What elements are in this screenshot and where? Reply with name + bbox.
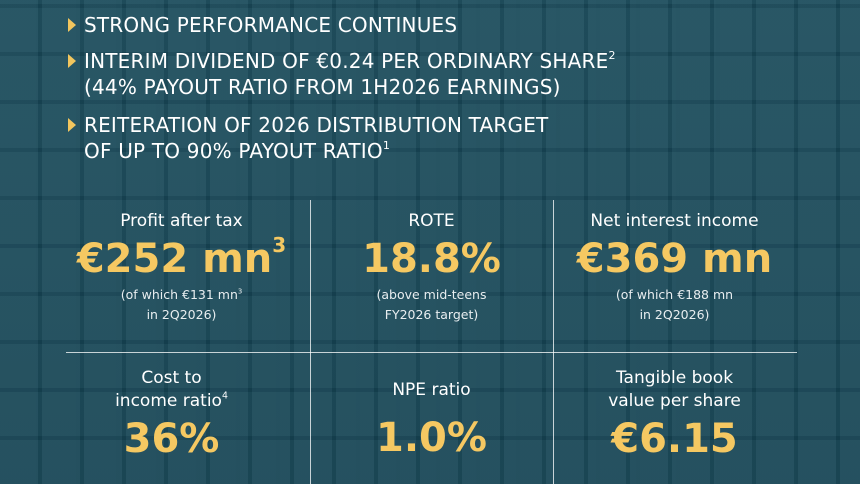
metric-note: (of which €188 mn xyxy=(615,287,734,302)
metric-value: 1.0% xyxy=(376,415,487,461)
text: €252 mn xyxy=(76,236,273,282)
bullet: REITERATION OF 2026 DISTRIBUTION TARGET … xyxy=(68,112,549,164)
footnote: 2 xyxy=(608,49,616,63)
divider xyxy=(310,200,311,484)
footnote: 3 xyxy=(237,287,243,296)
divider xyxy=(553,200,554,484)
footnote: 4 xyxy=(221,390,228,402)
metric-note: in 2Q2026) xyxy=(639,307,710,322)
metric-note: in 2Q2026) xyxy=(146,307,217,322)
metric: Net interest income €369 mn (of which €1… xyxy=(553,210,796,325)
metric: Cost to income ratio4 36% xyxy=(50,367,293,465)
metric: NPE ratio 1.0% xyxy=(310,379,553,464)
bullet-line: REITERATION OF 2026 DISTRIBUTION TARGET xyxy=(84,113,549,137)
text: OF UP TO 90% PAYOUT RATIO xyxy=(84,139,383,163)
metric-note: (of which €131 mn3 xyxy=(60,285,303,305)
metric: Profit after tax €252 mn3 (of which €131… xyxy=(60,210,303,325)
divider xyxy=(66,352,797,353)
metric-note: FY2026 target) xyxy=(384,307,479,322)
metric-label: income ratio4 xyxy=(50,390,293,413)
metric-label: Profit after tax xyxy=(120,211,243,231)
bullet: STRONG PERFORMANCE CONTINUES xyxy=(68,12,458,38)
text: INTERIM DIVIDEND OF €0.24 PER ORDINARY S… xyxy=(84,49,609,73)
metric-value: 18.8% xyxy=(362,236,501,282)
metric-label: value per share xyxy=(608,391,741,411)
bullet-line: OF UP TO 90% PAYOUT RATIO1 xyxy=(84,138,548,164)
metric-note: (above mid-teens xyxy=(376,287,487,302)
metric-label: NPE ratio xyxy=(392,380,471,400)
metric: Tangible book value per share €6.15 xyxy=(553,367,796,465)
bullet-line: INTERIM DIVIDEND OF €0.24 PER ORDINARY S… xyxy=(84,48,616,74)
text: (of which €131 mn xyxy=(120,287,238,302)
bullet: INTERIM DIVIDEND OF €0.24 PER ORDINARY S… xyxy=(68,48,616,100)
metric-label: Tangible book xyxy=(615,368,734,388)
footnote: 3 xyxy=(272,233,287,257)
text: income ratio xyxy=(115,391,222,411)
metric-value: €6.15 xyxy=(611,416,738,462)
metric: ROTE 18.8% (above mid-teens FY2026 targe… xyxy=(310,210,553,325)
metric-value: €252 mn3 xyxy=(60,233,303,285)
metric-label: ROTE xyxy=(408,211,455,231)
metric-label: Cost to xyxy=(141,368,202,388)
metric-value: €369 mn xyxy=(576,236,773,282)
metric-label: Net interest income xyxy=(590,211,759,231)
footnote: 1 xyxy=(382,139,391,153)
metric-value: 36% xyxy=(123,416,220,462)
bullet-line: (44% PAYOUT RATIO FROM 1H2026 EARNINGS) xyxy=(84,75,561,99)
bullet-line: STRONG PERFORMANCE CONTINUES xyxy=(84,13,458,37)
